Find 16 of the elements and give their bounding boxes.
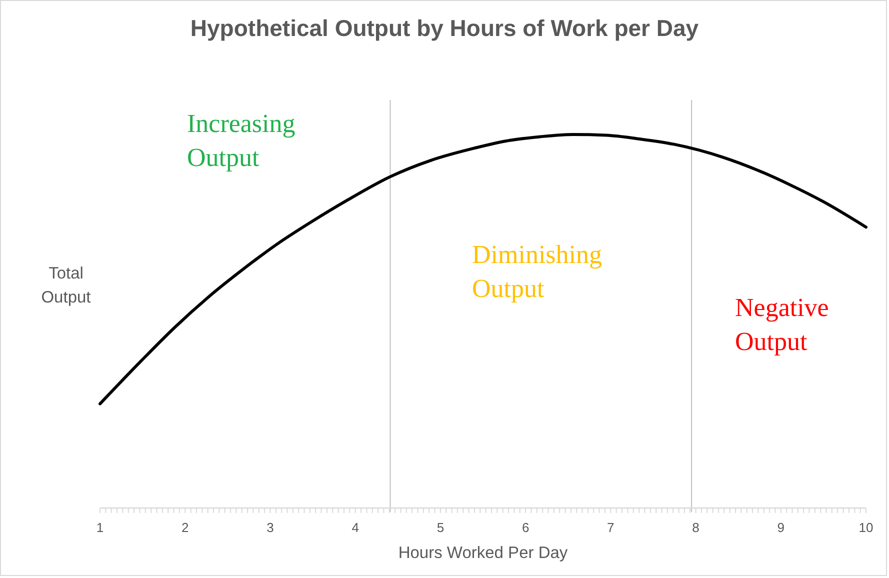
annotation: Negative Output [735, 293, 829, 356]
x-tick-label: 4 [352, 520, 359, 535]
x-tick-label: 3 [266, 520, 274, 535]
x-tick-label: 2 [181, 520, 189, 535]
annotation: Diminishing Output [472, 240, 602, 304]
x-tick-label: 7 [607, 520, 614, 535]
x-tick-label: 1 [96, 520, 104, 535]
x-tick-label: 9 [777, 520, 785, 535]
x-axis-title: Hours Worked Per Day [398, 544, 568, 562]
x-tick-label: 5 [436, 520, 444, 535]
chart-title: Hypothetical Output by Hours of Work per Day [190, 15, 699, 41]
x-tick-label: 6 [522, 520, 530, 535]
y-axis-title: Total Output [41, 264, 92, 307]
x-tick-label: 10 [858, 520, 874, 535]
x-tick-label: 8 [692, 520, 700, 535]
annotation: Increasing Output [187, 109, 296, 172]
